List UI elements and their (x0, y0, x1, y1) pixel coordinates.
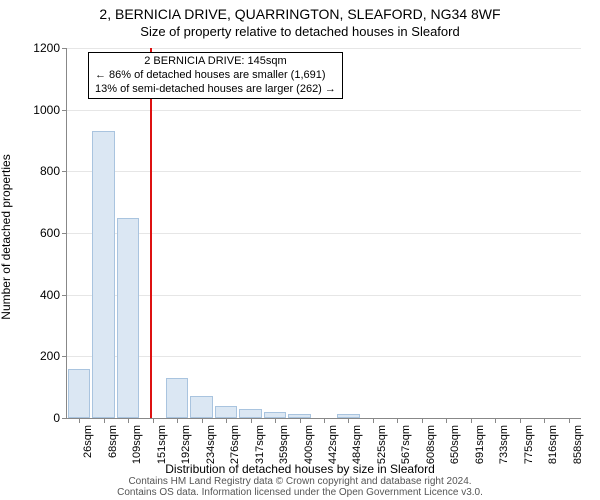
footer-line-2: Contains OS data. Information licensed u… (0, 487, 600, 498)
y-tick-mark (62, 418, 67, 419)
y-tick-label: 800 (20, 164, 60, 178)
x-tick-mark (373, 418, 374, 423)
page-subtitle: Size of property relative to detached ho… (0, 24, 600, 39)
callout-line-2: ← 86% of detached houses are smaller (1,… (95, 69, 336, 83)
x-tick-mark (104, 418, 105, 423)
bar (166, 378, 189, 418)
y-tick-mark (62, 233, 67, 234)
callout-line-3: 13% of semi-detached houses are larger (… (95, 83, 336, 97)
y-tick-label: 1000 (20, 103, 60, 117)
x-tick-mark (422, 418, 423, 423)
footer-line-1: Contains HM Land Registry data © Crown c… (0, 476, 600, 487)
x-tick-mark (275, 418, 276, 423)
x-tick-label: 525sqm (376, 425, 388, 464)
x-tick-mark (300, 418, 301, 423)
x-tick-label: 359sqm (278, 425, 290, 464)
bar (117, 218, 140, 418)
x-tick-mark (569, 418, 570, 423)
footer-attribution: Contains HM Land Registry data © Crown c… (0, 476, 600, 498)
x-tick-label: 317sqm (254, 425, 266, 464)
marker-line (150, 48, 152, 418)
gridline (67, 171, 581, 172)
gridline (67, 295, 581, 296)
x-tick-mark (397, 418, 398, 423)
x-tick-mark (202, 418, 203, 423)
x-tick-mark (79, 418, 80, 423)
page: 2, BERNICIA DRIVE, QUARRINGTON, SLEAFORD… (0, 0, 600, 500)
x-tick-label: 151sqm (156, 425, 168, 464)
x-tick-mark (153, 418, 154, 423)
y-tick-label: 600 (20, 226, 60, 240)
x-axis-title: Distribution of detached houses by size … (0, 462, 600, 476)
x-tick-mark (348, 418, 349, 423)
bar (92, 131, 115, 418)
y-tick-mark (62, 171, 67, 172)
y-tick-mark (62, 110, 67, 111)
x-tick-label: 650sqm (449, 425, 461, 464)
x-tick-label: 26sqm (82, 425, 94, 458)
x-tick-label: 442sqm (327, 425, 339, 464)
x-tick-label: 733sqm (498, 425, 510, 464)
x-tick-mark (251, 418, 252, 423)
x-tick-label: 109sqm (131, 425, 143, 464)
x-tick-label: 567sqm (400, 425, 412, 464)
x-tick-mark (544, 418, 545, 423)
bar (215, 406, 238, 418)
x-tick-label: 192sqm (180, 425, 192, 464)
bar (68, 369, 91, 418)
x-tick-label: 858sqm (572, 425, 584, 464)
x-tick-mark (324, 418, 325, 423)
y-tick-label: 0 (20, 411, 60, 425)
x-tick-mark (446, 418, 447, 423)
x-tick-mark (495, 418, 496, 423)
callout-line-1: 2 BERNICIA DRIVE: 145sqm (95, 55, 336, 69)
x-tick-mark (471, 418, 472, 423)
page-title: 2, BERNICIA DRIVE, QUARRINGTON, SLEAFORD… (0, 6, 600, 22)
gridline (67, 110, 581, 111)
x-tick-mark (128, 418, 129, 423)
bar (190, 396, 213, 418)
y-tick-label: 200 (20, 349, 60, 363)
chart-plot-area (66, 48, 581, 419)
gridline (67, 48, 581, 49)
y-tick-mark (62, 356, 67, 357)
y-axis-title: Number of detached properties (0, 154, 13, 319)
gridline (67, 356, 581, 357)
x-tick-label: 68sqm (107, 425, 119, 458)
x-tick-label: 608sqm (425, 425, 437, 464)
x-tick-label: 276sqm (229, 425, 241, 464)
x-tick-label: 400sqm (303, 425, 315, 464)
gridline (67, 233, 581, 234)
x-tick-label: 691sqm (474, 425, 486, 464)
y-tick-label: 400 (20, 288, 60, 302)
callout-box: 2 BERNICIA DRIVE: 145sqm← 86% of detache… (88, 52, 343, 99)
x-tick-label: 234sqm (205, 425, 217, 464)
x-tick-mark (226, 418, 227, 423)
x-tick-label: 484sqm (351, 425, 363, 464)
y-tick-mark (62, 295, 67, 296)
y-tick-label: 1200 (20, 41, 60, 55)
x-tick-label: 816sqm (547, 425, 559, 464)
bar (239, 409, 262, 418)
x-tick-mark (177, 418, 178, 423)
y-tick-mark (62, 48, 67, 49)
x-tick-mark (520, 418, 521, 423)
x-tick-label: 775sqm (523, 425, 535, 464)
